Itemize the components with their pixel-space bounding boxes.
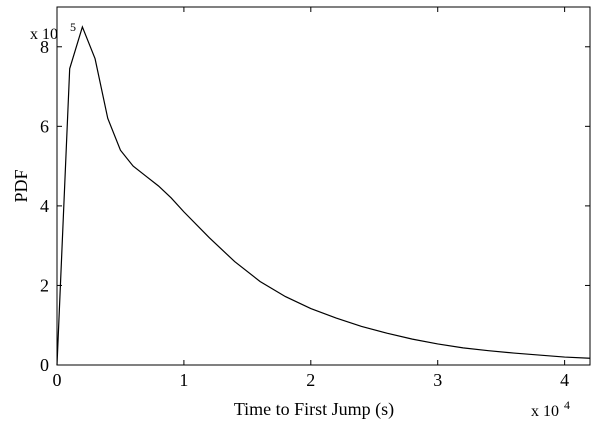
y-tick-label: 2 (40, 275, 49, 295)
y-axis-title: PDF (11, 169, 31, 202)
plot-area (56, 6, 591, 366)
x-tick-label: 1 (179, 370, 188, 390)
y-multiplier-base: x 10 (30, 26, 58, 43)
y-tick-label: 6 (40, 116, 49, 136)
y-multiplier-exponent: 5 (70, 20, 76, 34)
x-multiplier-label: x 10 4 (531, 398, 570, 420)
axis-tick-labels: 0 1 2 3 4 0 2 4 6 8 (40, 37, 569, 390)
y-tick-label: 4 (40, 196, 49, 216)
series-line-pdf (56, 25, 591, 366)
x-tick-label: 4 (560, 370, 569, 390)
axis-ticks (56, 7, 590, 366)
x-axis-title: Time to First Jump (s) (234, 399, 394, 420)
x-multiplier-base: x 10 (531, 403, 559, 420)
x-tick-label: 2 (306, 370, 315, 390)
y-tick-label: 8 (40, 37, 49, 57)
y-multiplier-label: x 10 5 (30, 20, 76, 43)
x-tick-label: 3 (433, 370, 442, 390)
x-multiplier-exponent: 4 (564, 398, 570, 412)
y-tick-label: 0 (40, 355, 49, 375)
x-tick-label: 0 (53, 370, 62, 390)
